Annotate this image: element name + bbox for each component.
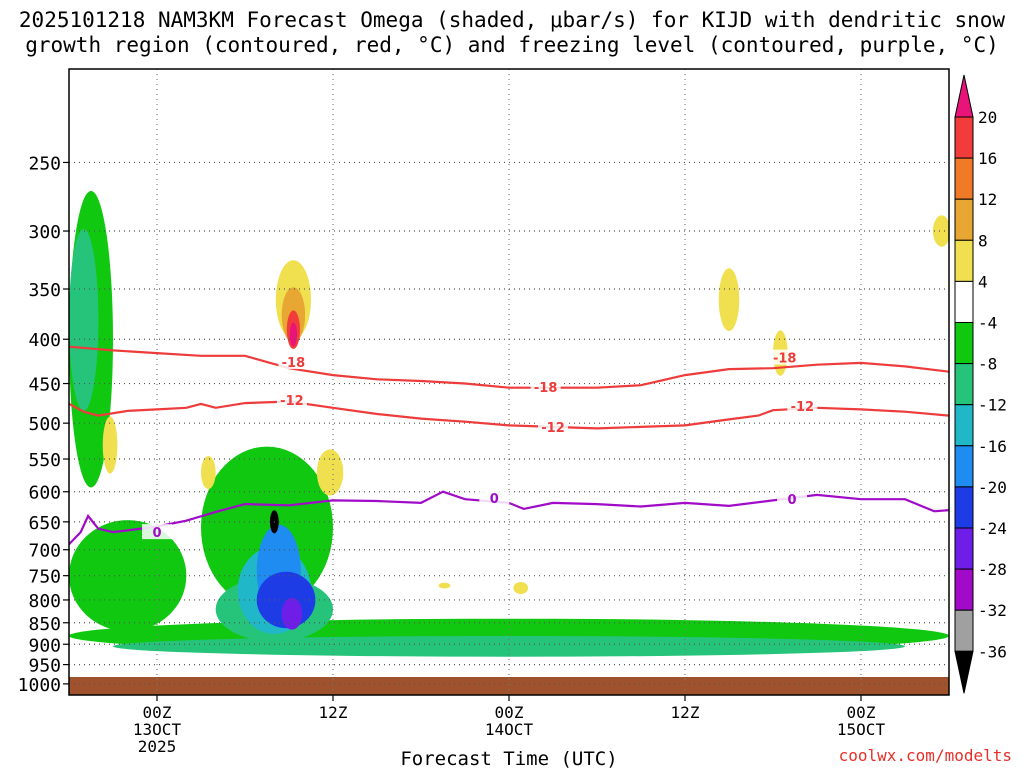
colorbar-bottom-arrow	[954, 650, 974, 694]
y-tick-label-300: 300	[28, 222, 61, 243]
contour-label-bg	[479, 489, 510, 505]
omega-region-4-20	[201, 455, 216, 489]
colorbar-label--4: -4	[978, 314, 997, 333]
y-tick-label-400: 400	[28, 330, 61, 351]
x-tick-label: 00Z	[847, 703, 876, 722]
colorbar-swatch-6	[954, 322, 974, 365]
y-tick-label-700: 700	[28, 541, 61, 562]
omega-region-4-21	[102, 416, 118, 474]
chart-title-line2: growth region (contoured, red, °C) and f…	[25, 33, 999, 57]
omega-region-4-23	[438, 582, 451, 589]
x-tick-label: 2025	[138, 737, 177, 756]
y-tick-label-250: 250	[28, 153, 61, 174]
contour-label-bg	[777, 491, 808, 507]
contour-label--18: -18	[534, 381, 558, 396]
contour-label-0: 0	[788, 493, 797, 508]
contour-label-bg	[142, 524, 172, 540]
colorbar-label-8: 8	[978, 231, 988, 250]
x-tick-label: 15OCT	[837, 720, 886, 739]
omega-region--12-5	[113, 635, 905, 657]
ground-surface	[69, 677, 949, 695]
y-tick-label-650: 650	[28, 513, 61, 534]
colorbar-label-4: 4	[978, 272, 988, 291]
y-tick-label-900: 900	[28, 635, 61, 656]
x-tick-label: 12Z	[319, 703, 348, 722]
colorbar-swatch-1	[954, 116, 974, 159]
colorbar-label--20: -20	[978, 478, 1007, 497]
colorbar-label-20: 20	[978, 108, 997, 127]
colorbar-swatch-7	[954, 363, 974, 406]
omega-region--28-10	[281, 597, 303, 630]
omega-region-4-19	[932, 215, 949, 247]
y-tick-label-550: 550	[28, 450, 61, 471]
omega-region--12-1	[69, 229, 99, 411]
omega-region-4-17	[718, 268, 740, 332]
credit-text: coolwx.com/modelts	[838, 746, 1012, 765]
contour-label-0: 0	[490, 492, 499, 507]
colorbar-label--24: -24	[978, 519, 1007, 538]
colorbar-label--12: -12	[978, 396, 1007, 415]
contour-label--12: -12	[280, 394, 304, 409]
colorbar-swatch-5	[954, 280, 974, 323]
colorbar-label--32: -32	[978, 601, 1007, 620]
contour-label-bg	[276, 391, 307, 407]
omega-region-4-22	[513, 581, 529, 595]
colorbar-swatch-4	[954, 239, 974, 282]
colorbar-label-12: 12	[978, 190, 997, 209]
x-tick-label: 14OCT	[485, 720, 534, 739]
y-tick-label-750: 750	[28, 567, 61, 588]
colorbar-top-arrow	[954, 74, 974, 118]
chart-title-line1: 2025101218 NAM3KM Forecast Omega (shaded…	[18, 8, 1006, 32]
contour--18	[69, 345, 949, 389]
omega-region--8-4	[69, 520, 187, 632]
colorbar-swatch-11	[954, 527, 974, 570]
colorbar-swatch-13	[954, 609, 974, 652]
contour-label--12: -12	[791, 400, 815, 415]
y-tick-label-500: 500	[28, 414, 61, 435]
x-tick-label: 00Z	[495, 703, 524, 722]
y-tick-label-600: 600	[28, 483, 61, 504]
contour-label-0: 0	[152, 526, 161, 541]
contour-label-bg	[769, 349, 800, 365]
x-tick-label: 00Z	[143, 703, 172, 722]
contour-label--18: -18	[773, 352, 797, 367]
colorbar-label--36: -36	[978, 642, 1007, 661]
colorbar-swatch-2	[954, 157, 974, 200]
contour-label-bg	[278, 354, 309, 370]
x-axis-label: Forecast Time (UTC)	[400, 748, 617, 768]
x-tick-label: 12Z	[671, 703, 700, 722]
omega-region-4-16	[316, 449, 344, 496]
colorbar-swatch-9	[954, 445, 974, 488]
y-tick-label-850: 850	[28, 614, 61, 635]
y-tick-label-1000: 1000	[18, 675, 61, 696]
contour-label-bg	[787, 398, 818, 414]
colorbar-swatch-12	[954, 568, 974, 611]
colorbar-swatch-8	[954, 404, 974, 447]
y-tick-label-950: 950	[28, 656, 61, 677]
y-tick-label-450: 450	[28, 375, 61, 396]
contour--12	[69, 400, 949, 430]
x-tick-label: 13OCT	[133, 720, 182, 739]
contour-label--18: -18	[282, 356, 306, 371]
colorbar-swatch-3	[954, 198, 974, 241]
y-tick-label-350: 350	[28, 280, 61, 301]
contour-label-bg	[538, 418, 568, 434]
colorbar-label-16: 16	[978, 149, 997, 168]
colorbar-label--16: -16	[978, 437, 1007, 456]
colorbar-swatch-10	[954, 486, 974, 529]
colorbar-label--28: -28	[978, 560, 1007, 579]
y-tick-label-800: 800	[28, 591, 61, 612]
contour-label--12: -12	[541, 421, 565, 436]
colorbar-label--8: -8	[978, 355, 997, 374]
contour-label-bg	[530, 378, 561, 394]
omega-region-20-15	[289, 322, 298, 347]
